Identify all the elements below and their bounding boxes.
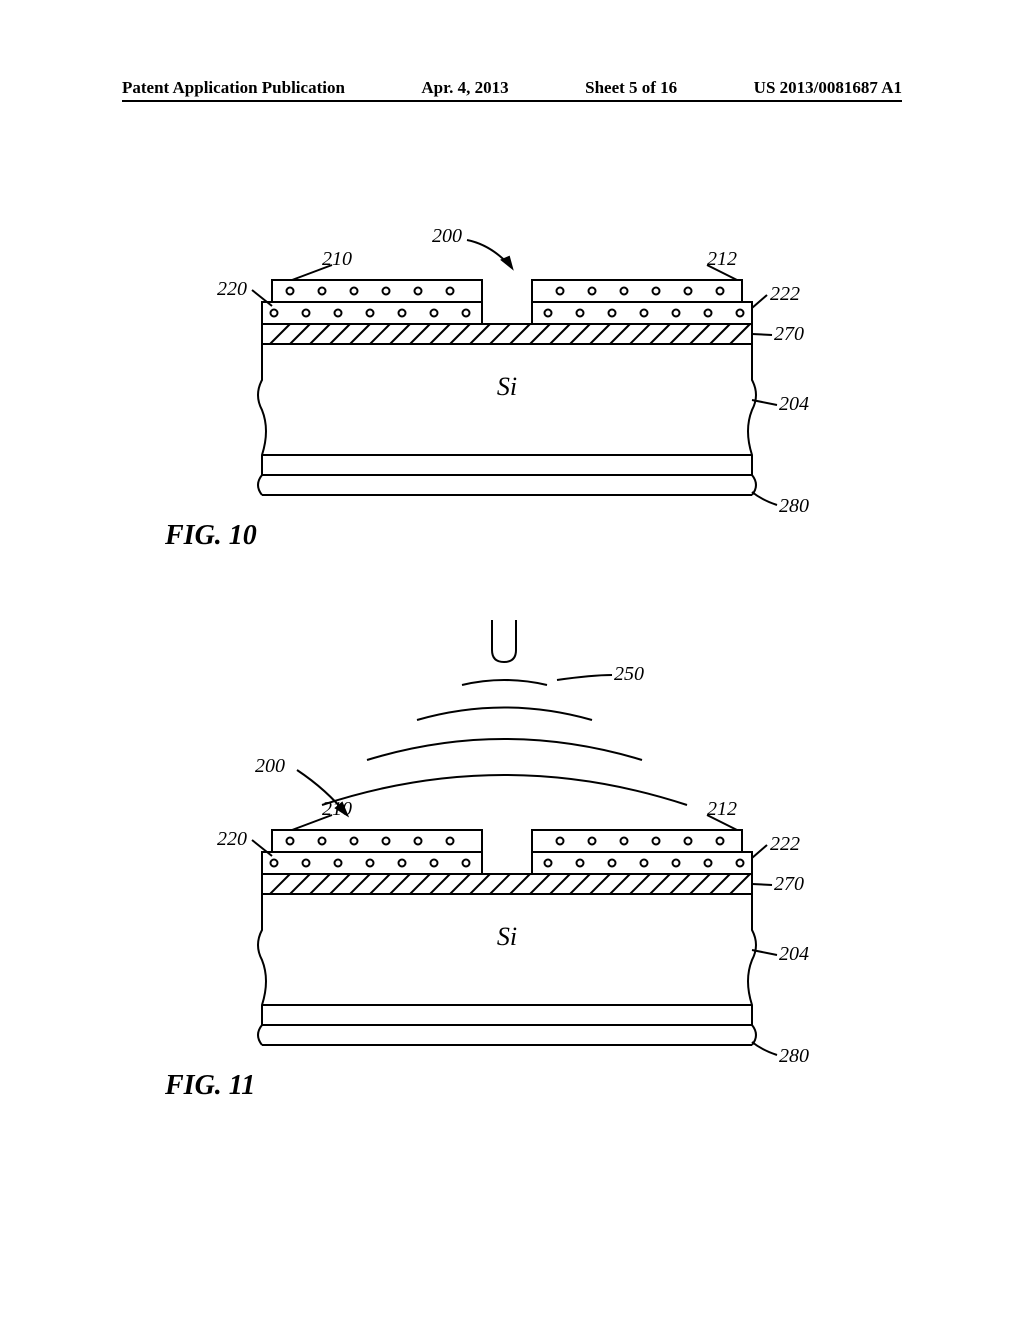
ref-210: 210 xyxy=(322,798,352,821)
substrate-label: Si xyxy=(497,922,517,951)
ref-220: 220 xyxy=(217,278,247,301)
ref-222: 222 xyxy=(770,283,800,306)
header-rule xyxy=(122,100,902,102)
ref-212: 212 xyxy=(707,248,737,271)
ref-250: 250 xyxy=(614,663,644,686)
figure-11: Si 250 200 210 212 220 222 270 204 280 F… xyxy=(0,620,1024,1100)
ref-280: 280 xyxy=(779,1045,809,1068)
ref-270: 270 xyxy=(774,873,804,896)
ref-200: 200 xyxy=(255,755,285,778)
fig10-diagram: Si xyxy=(152,230,872,550)
figure-10: Si 200 210 212 220 222 270 204 280 FIG. … xyxy=(0,230,1024,550)
ref-220: 220 xyxy=(217,828,247,851)
ref-270: 270 xyxy=(774,323,804,346)
page-header: Patent Application Publication Apr. 4, 2… xyxy=(0,78,1024,98)
sheet-number: Sheet 5 of 16 xyxy=(585,78,677,98)
ref-204: 204 xyxy=(779,393,809,416)
fig11-diagram: Si xyxy=(152,620,872,1100)
ref-212: 212 xyxy=(707,798,737,821)
ref-210: 210 xyxy=(322,248,352,271)
publication-number: US 2013/0081687 A1 xyxy=(754,78,902,98)
publication-date: Apr. 4, 2013 xyxy=(421,78,508,98)
figure-10-label: FIG. 10 xyxy=(165,520,257,552)
ref-204: 204 xyxy=(779,943,809,966)
substrate-label: Si xyxy=(497,372,517,401)
ref-222: 222 xyxy=(770,833,800,856)
publication-label: Patent Application Publication xyxy=(122,78,345,98)
figure-11-label: FIG. 11 xyxy=(165,1070,255,1102)
ref-200: 200 xyxy=(432,225,462,248)
ref-280: 280 xyxy=(779,495,809,518)
